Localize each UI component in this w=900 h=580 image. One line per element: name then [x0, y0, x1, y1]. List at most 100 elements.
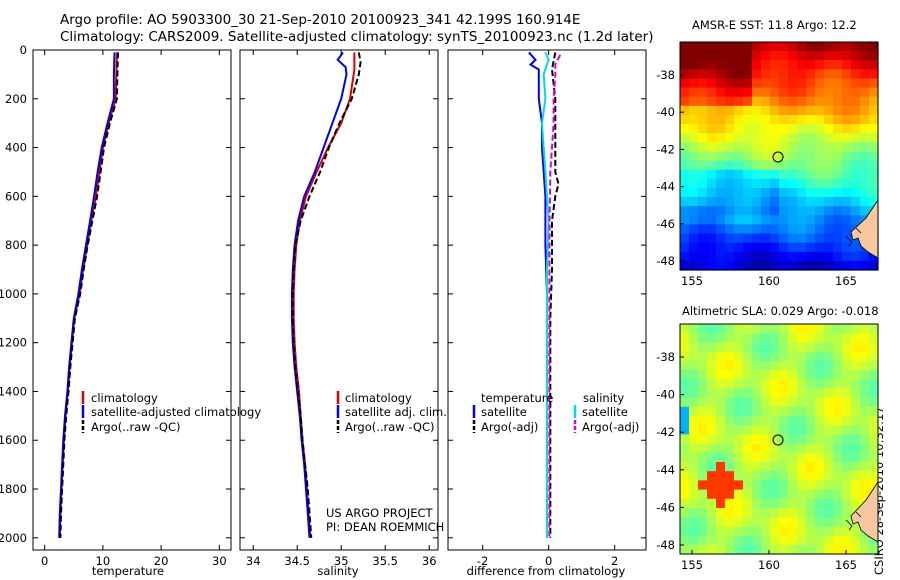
map-cell [725, 124, 735, 134]
map-cell [734, 324, 744, 334]
map-cell [770, 60, 780, 70]
map-cell [788, 178, 798, 189]
map-cell [716, 260, 726, 271]
map-cell [806, 187, 816, 198]
map-cell [842, 342, 852, 353]
map-cell [860, 169, 870, 180]
map-cell [842, 105, 852, 116]
map-cell [851, 169, 861, 180]
map-cell [770, 434, 780, 445]
map-cell [815, 151, 825, 162]
map-cell [860, 78, 870, 89]
map-cell [689, 397, 699, 408]
map-cell [770, 42, 780, 52]
x-tick-label: 34 [246, 554, 261, 568]
map-cell [860, 251, 870, 262]
map-cell [797, 87, 807, 98]
map-cell [833, 87, 843, 98]
map-cell [734, 42, 744, 52]
map-cell [680, 342, 690, 353]
map-cell [833, 471, 843, 481]
map-cell [833, 178, 843, 189]
map-cell [680, 151, 690, 162]
map-cell [689, 133, 699, 143]
map-cell [734, 517, 744, 527]
map-cell [752, 517, 762, 527]
map-cell [824, 351, 834, 362]
map-cell [689, 206, 699, 216]
map-cell [860, 206, 870, 216]
map-cell [806, 251, 816, 262]
map-cell [752, 260, 762, 271]
map-cell [806, 489, 816, 500]
map-cell [860, 69, 870, 80]
map-cell [680, 443, 690, 454]
map-cell [761, 498, 771, 509]
map-cell [752, 96, 762, 107]
legend-label-climatology: climatology [345, 391, 412, 405]
map-cell [815, 434, 825, 445]
map-cell [707, 443, 717, 454]
map-cell [869, 260, 879, 271]
map-cell [788, 508, 798, 518]
map-cell [770, 526, 780, 537]
lat-tick-label: -42 [656, 425, 675, 439]
map-cell [788, 160, 798, 171]
map-cell [734, 142, 744, 153]
map-cell [698, 215, 708, 225]
map-cell [770, 379, 780, 389]
map-cell [842, 489, 852, 500]
map-cell [725, 133, 735, 143]
map-cell [689, 242, 699, 253]
map-cell [707, 480, 717, 491]
map-cell [752, 388, 762, 399]
lat-tick-label: -48 [656, 254, 675, 268]
map-cell [788, 379, 798, 389]
map-cell [842, 526, 852, 537]
map-cell [842, 388, 852, 399]
map-cell [815, 498, 825, 509]
map-cell [806, 360, 816, 371]
map-cell [824, 114, 834, 125]
map-cell [716, 187, 726, 198]
map-cell [869, 379, 879, 389]
map-cell [869, 471, 879, 481]
map-cell [752, 544, 762, 555]
map-cell [860, 480, 870, 491]
map-cell [842, 535, 852, 546]
map-cell [743, 87, 753, 98]
map-cell [725, 96, 735, 107]
series-line-climatology [58, 52, 118, 538]
map-cell [869, 160, 879, 171]
map-cell [842, 251, 852, 262]
map-cell [725, 480, 735, 491]
map-cell [752, 434, 762, 445]
map-cell [860, 342, 870, 353]
map-cell [824, 206, 834, 216]
map-cell [770, 360, 780, 371]
map-cell [680, 215, 690, 225]
map-cell [824, 388, 834, 399]
map-cell [869, 69, 879, 80]
map-cell [860, 151, 870, 162]
x-tick-label: -2 [477, 554, 488, 568]
map-cell [788, 406, 798, 417]
map-cell [869, 544, 879, 555]
map-cell [860, 187, 870, 198]
map-cell [743, 462, 753, 472]
map-cell [779, 397, 789, 408]
temperature-xlabel: temperature [92, 564, 164, 578]
map-cell [743, 169, 753, 180]
map-cell [842, 160, 852, 171]
map-cell [689, 160, 699, 171]
map-cell [815, 471, 825, 481]
map-cell [716, 251, 726, 262]
map-cell [725, 251, 735, 262]
map-cell [698, 517, 708, 527]
map-cell [770, 324, 780, 334]
map-cell [797, 370, 807, 380]
map-cell [752, 51, 762, 61]
map-cell [707, 508, 717, 518]
map-cell [707, 60, 717, 70]
map-cell [806, 69, 816, 80]
